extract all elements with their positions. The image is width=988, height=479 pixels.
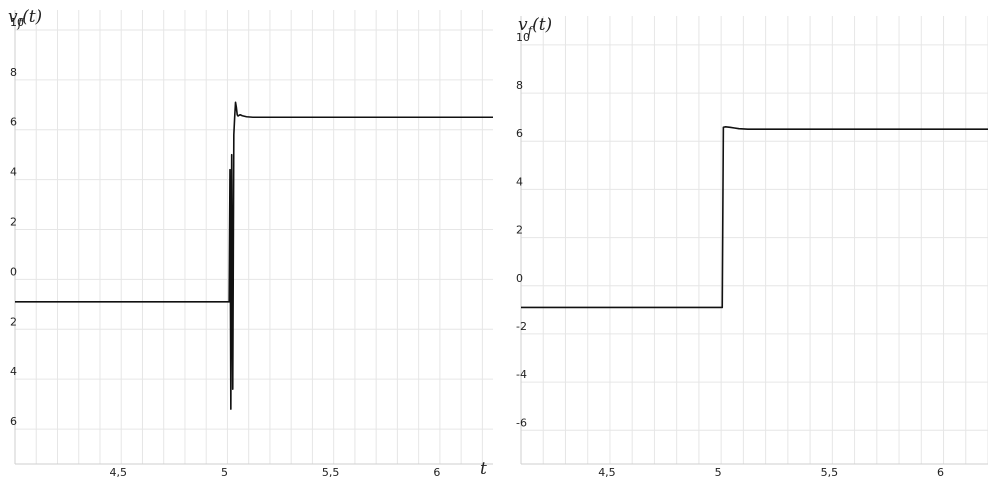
right-chart-panel: 10 8 6 4 2 0 -2 -4 -6 4,5 5 5,5 6 vf(t): [516, 15, 988, 479]
y-tick-label: -4: [516, 368, 527, 381]
y-tick-label: 6: [10, 415, 17, 428]
y-tick-label: 8: [10, 66, 17, 79]
x-tick-label: 5: [221, 466, 228, 479]
x-tick-label: 5,5: [821, 466, 839, 479]
series-line: [521, 126, 988, 309]
x-tick-label: 4,5: [109, 466, 127, 479]
y-tick-label: 4: [10, 166, 17, 179]
y-tick-label: 8: [516, 79, 523, 92]
y-axis-label: vf(t): [518, 15, 552, 38]
left-chart-panel: 10 8 6 4 2 0 2 4 6 4,5 5 5,5 6 vf(t) t: [8, 7, 493, 479]
y-tick-label: -2: [516, 320, 527, 333]
y-tick-label: 0: [10, 265, 17, 278]
y-tick-label: 0: [516, 272, 523, 285]
y-tick-label: 6: [10, 116, 17, 129]
series-line: [15, 101, 493, 410]
y-tick-label: 2: [516, 224, 523, 237]
x-axis-label: t: [480, 459, 487, 479]
y-tick-label: 2: [10, 216, 17, 229]
y-tick-label: 10: [516, 31, 530, 44]
x-tick-label: 5: [715, 466, 722, 479]
y-tick-label: 6: [516, 127, 523, 140]
y-tick-label: 10: [10, 16, 24, 29]
y-tick-label: 4: [516, 175, 523, 188]
x-tick-label: 5,5: [322, 466, 340, 479]
y-axis-label: vf(t): [8, 7, 42, 30]
y-tick-label: 4: [10, 365, 17, 378]
x-tick-label: 6: [433, 466, 440, 479]
y-tick-label: 2: [10, 315, 17, 328]
x-tick-label: 4,5: [598, 466, 616, 479]
y-tick-label: -6: [516, 416, 527, 429]
x-tick-label: 6: [937, 466, 944, 479]
